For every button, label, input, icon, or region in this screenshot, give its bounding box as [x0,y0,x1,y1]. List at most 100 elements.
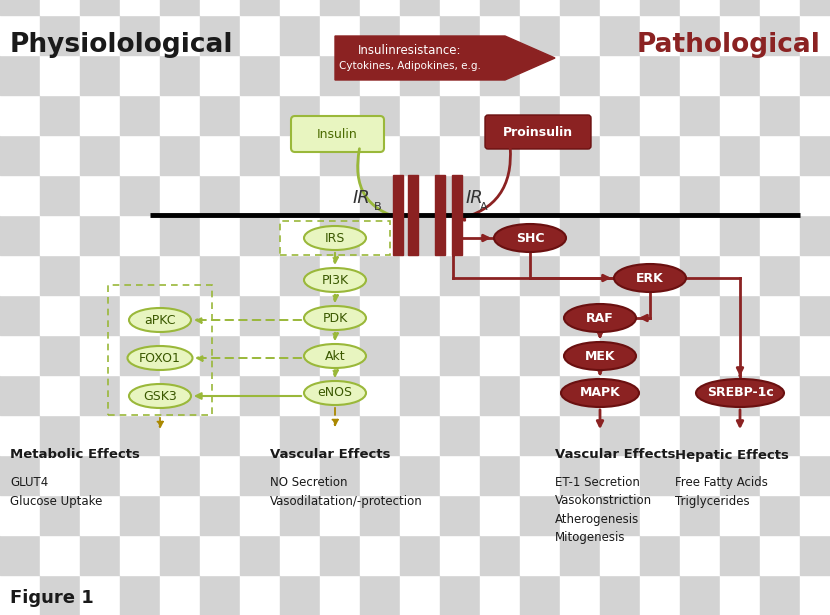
Bar [720,575,760,615]
Bar [120,375,160,415]
Ellipse shape [304,268,366,292]
Bar [640,0,680,15]
Bar [520,295,560,335]
Bar [360,535,400,575]
Text: B: B [374,202,382,212]
Text: ERK: ERK [636,271,664,285]
Bar [680,0,720,15]
Bar [560,455,600,495]
Bar [160,55,200,95]
Bar [440,415,480,455]
Ellipse shape [494,224,566,252]
Bar [640,175,680,215]
Bar [800,535,830,575]
Bar [120,55,160,95]
Bar [160,175,200,215]
Bar [280,255,320,295]
Bar [80,295,120,335]
Text: NO Secretion
Vasodilatation/-protection: NO Secretion Vasodilatation/-protection [270,476,422,507]
Bar [760,55,800,95]
Bar [320,15,360,55]
Bar [480,55,520,95]
Bar [520,535,560,575]
FancyBboxPatch shape [485,115,591,149]
Bar [520,0,560,15]
Bar [600,495,640,535]
Bar [360,55,400,95]
Bar [280,495,320,535]
Text: IR: IR [352,189,370,207]
Bar [240,375,280,415]
Text: GLUT4
Glucose Uptake: GLUT4 Glucose Uptake [10,476,102,507]
Bar [0,0,40,15]
Bar [520,495,560,535]
Bar [240,535,280,575]
Bar [160,455,200,495]
Bar [240,15,280,55]
Bar [160,215,200,255]
Bar [560,255,600,295]
Bar [0,215,40,255]
Bar [640,55,680,95]
Bar [800,15,830,55]
Bar [80,55,120,95]
Bar [560,335,600,375]
Bar [520,375,560,415]
Bar [360,215,400,255]
Bar [520,575,560,615]
Bar [0,575,40,615]
Bar [120,455,160,495]
Bar [360,255,400,295]
Bar [320,175,360,215]
Bar [320,95,360,135]
Bar [240,335,280,375]
Bar [40,415,80,455]
Bar [720,255,760,295]
Bar [400,255,440,295]
Bar [800,255,830,295]
Bar [160,415,200,455]
Bar [200,215,240,255]
Bar [200,535,240,575]
Ellipse shape [304,381,366,405]
Bar [440,575,480,615]
Text: Metabolic Effects: Metabolic Effects [10,448,140,461]
Bar [480,535,520,575]
Bar [360,15,400,55]
Bar [600,15,640,55]
Bar [680,255,720,295]
Bar [680,335,720,375]
Bar [720,15,760,55]
FancyArrow shape [335,36,555,80]
Text: Free Fatty Acids
Triglycerides: Free Fatty Acids Triglycerides [675,476,768,507]
Bar [680,535,720,575]
Bar [240,55,280,95]
Bar [600,55,640,95]
Text: RAF: RAF [586,312,614,325]
Bar [393,175,403,255]
Bar [560,415,600,455]
Bar [320,535,360,575]
Bar [800,175,830,215]
Text: Pathological: Pathological [636,32,820,58]
Bar [440,0,480,15]
Bar [80,135,120,175]
Bar [680,135,720,175]
Bar [200,95,240,135]
Bar [600,375,640,415]
Bar [480,455,520,495]
Bar [160,15,200,55]
Bar [360,175,400,215]
Bar [240,255,280,295]
Bar [480,375,520,415]
FancyBboxPatch shape [291,116,384,152]
Bar [760,535,800,575]
Bar [280,415,320,455]
Bar [520,55,560,95]
Bar [400,375,440,415]
Bar [0,135,40,175]
Ellipse shape [304,226,366,250]
Bar [480,295,520,335]
Bar [240,455,280,495]
Bar [80,0,120,15]
